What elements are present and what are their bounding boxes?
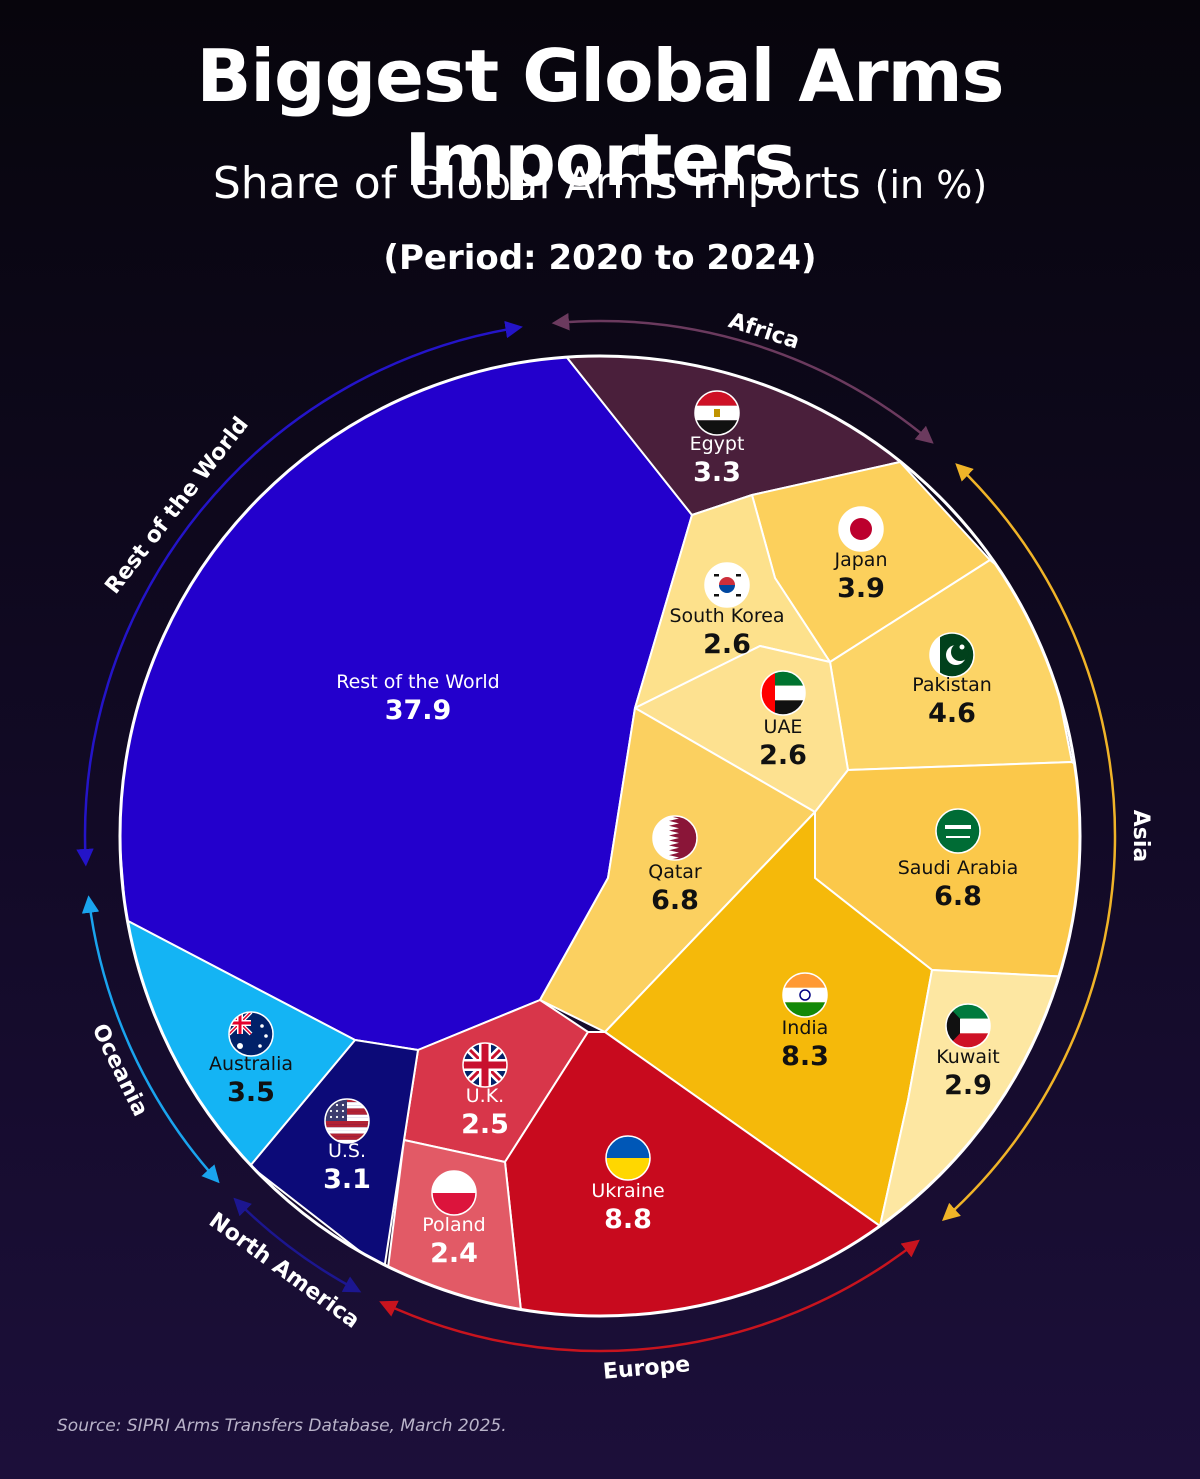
region-label-europe: Europe xyxy=(602,1352,691,1385)
cell-value-poland: 2.4 xyxy=(430,1238,478,1269)
cell-value-skorea: 2.6 xyxy=(703,629,751,660)
cell-value-ukraine: 8.8 xyxy=(604,1204,652,1235)
cell-value-uae: 2.6 xyxy=(759,740,807,771)
india-flag-icon xyxy=(782,972,828,1018)
japan-flag-icon xyxy=(838,506,884,552)
cell-value-pakistan: 4.6 xyxy=(928,698,976,729)
cell-label-japan: Japan xyxy=(834,549,888,571)
cell-value-india: 8.3 xyxy=(781,1041,829,1072)
us-flag-icon xyxy=(324,1098,370,1144)
region-arc-northamerica xyxy=(233,1197,362,1293)
region-arc-oceania xyxy=(81,895,220,1184)
cell-label-rest: Rest of the World xyxy=(336,671,499,693)
cell-value-rest: 37.9 xyxy=(385,695,452,726)
cell-qatar xyxy=(539,707,816,1033)
cell-label-kuwait: Kuwait xyxy=(936,1046,999,1068)
cell-label-us: U.S. xyxy=(328,1140,366,1162)
cell-label-saudi: Saudi Arabia xyxy=(898,857,1019,879)
cell-label-skorea: South Korea xyxy=(669,605,784,627)
cell-value-qatar: 6.8 xyxy=(651,885,699,916)
cell-label-india: India xyxy=(782,1017,829,1039)
poland-flag-icon xyxy=(431,1170,477,1216)
uk-flag-icon xyxy=(462,1042,508,1088)
cell-label-poland: Poland xyxy=(422,1214,485,1236)
region-arc-restworld xyxy=(76,320,523,867)
chart-subtitle: Share of Global Arms Imports (in %) xyxy=(0,158,1200,209)
cell-label-egypt: Egypt xyxy=(690,433,745,455)
page-title: Biggest Global Arms Importers xyxy=(196,34,1004,202)
uae-flag-icon xyxy=(760,670,806,716)
cell-value-japan: 3.9 xyxy=(837,573,885,604)
cell-label-uk: U.K. xyxy=(466,1085,504,1107)
cell-value-australia: 3.5 xyxy=(227,1077,275,1108)
subtitle-text: Share of Global Arms Imports xyxy=(212,158,861,209)
australia-flag-icon xyxy=(228,1011,274,1057)
cell-label-ukraine: Ukraine xyxy=(591,1180,664,1202)
region-label-asia: Asia xyxy=(1128,810,1153,863)
qatar-flag-icon xyxy=(652,815,698,861)
kuwait-flag-icon xyxy=(945,1003,991,1049)
pakistan-flag-icon xyxy=(929,632,975,678)
cell-label-pakistan: Pakistan xyxy=(912,674,992,696)
region-arc-europe xyxy=(379,1239,920,1353)
cell-label-australia: Australia xyxy=(209,1053,293,1075)
period-label: (Period: 2020 to 2024) xyxy=(383,238,817,278)
cell-value-egypt: 3.3 xyxy=(693,457,741,488)
cell-value-uk: 2.5 xyxy=(461,1109,509,1140)
cell-label-uae: UAE xyxy=(764,716,803,738)
ukraine-flag-icon xyxy=(605,1135,651,1181)
saudi-arabia-flag-icon xyxy=(935,808,981,854)
region-arc-asia xyxy=(942,463,1117,1222)
cell-value-kuwait: 2.9 xyxy=(944,1070,992,1101)
south-korea-flag-icon xyxy=(704,562,750,608)
subtitle-unit: (in %) xyxy=(874,163,988,207)
source-note: Source: SIPRI Arms Transfers Database, M… xyxy=(57,1416,507,1436)
region-arc-africa xyxy=(551,313,934,444)
cell-value-saudi: 6.8 xyxy=(934,881,982,912)
cell-label-qatar: Qatar xyxy=(648,861,702,883)
egypt-flag-icon xyxy=(694,390,740,436)
cell-value-us: 3.1 xyxy=(323,1164,371,1195)
